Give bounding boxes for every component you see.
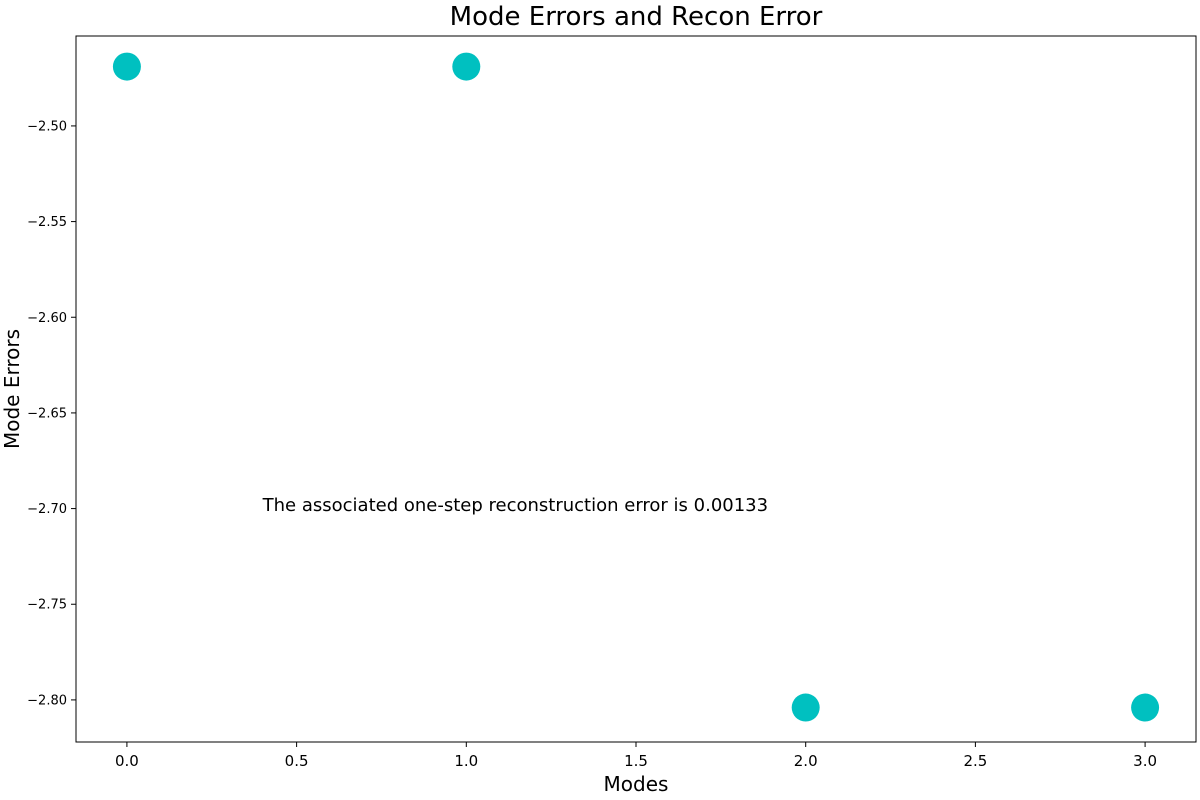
y-tick-label: −2.55 [27, 215, 67, 230]
data-point [112, 52, 141, 81]
y-tick-label: −2.75 [27, 598, 67, 613]
data-point [1131, 693, 1160, 722]
x-axis-label: Modes [604, 772, 669, 796]
x-tick-label: 3.0 [1133, 752, 1157, 770]
data-point [791, 693, 820, 722]
x-tick-label: 2.5 [963, 752, 987, 770]
y-tick-label: −2.80 [27, 693, 67, 708]
chart-title: Mode Errors and Recon Error [450, 2, 823, 32]
y-tick-label: −2.60 [27, 311, 67, 326]
x-tick-label: 0.0 [115, 752, 139, 770]
y-axis-label: Mode Errors [0, 329, 24, 449]
x-tick-label: 1.5 [624, 752, 648, 770]
x-tick-label: 0.5 [285, 752, 309, 770]
annotation-text: The associated one-step reconstruction e… [262, 495, 768, 516]
y-tick-label: −2.50 [27, 119, 67, 134]
x-tick-label: 2.0 [794, 752, 818, 770]
y-tick-label: −2.70 [27, 502, 67, 517]
plot-area: 0.0 0.5 1.0 1.5 2.0 2.5 3.0 −2.50 −2.55 −2.60 −2.6… [27, 35, 1197, 770]
y-tick-label: −2.65 [27, 406, 67, 421]
data-point [452, 52, 481, 81]
x-tick-label: 1.0 [454, 752, 478, 770]
